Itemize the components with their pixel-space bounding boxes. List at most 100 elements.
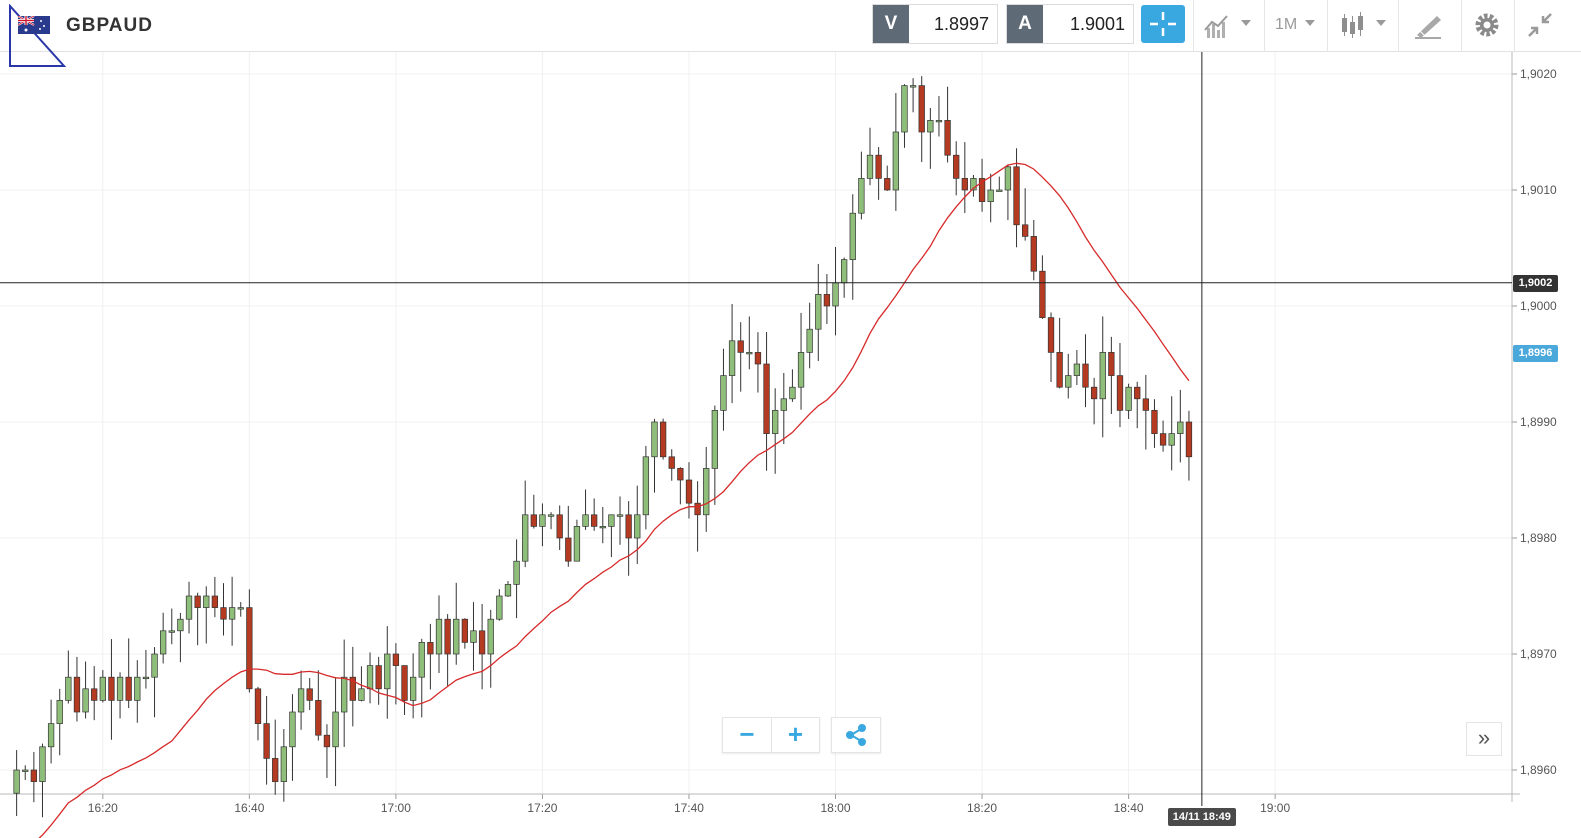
buy-price-button[interactable]: A 1.9001	[1006, 4, 1134, 44]
candle-bullish	[168, 608, 175, 645]
candle-bullish	[289, 694, 296, 781]
settings-button[interactable]	[1462, 0, 1514, 52]
candle-body	[1065, 375, 1072, 388]
candle-body	[797, 352, 805, 388]
x-tick-label: 16:40	[234, 801, 264, 815]
candle-bullish	[1065, 353, 1072, 399]
candle-body	[1073, 363, 1081, 376]
candle-body	[806, 328, 813, 353]
candle-bullish	[892, 93, 900, 211]
share-icon	[846, 724, 866, 746]
interval-button[interactable]: 1M	[1265, 0, 1327, 52]
candle-bearish	[246, 589, 253, 693]
candle-body	[1185, 421, 1193, 458]
candles	[13, 76, 1193, 818]
candle-body	[1004, 166, 1012, 191]
chart-area[interactable]: 1,8960 1,8970 1,8980 1,8990 1,9000 1,9010 1,90…	[0, 52, 1581, 838]
candle-bearish	[591, 498, 598, 531]
candle-bearish	[737, 322, 744, 392]
candle-bullish	[634, 485, 641, 564]
candle-bearish	[401, 665, 408, 716]
candle-bullish	[1004, 164, 1012, 221]
candle-body	[254, 688, 262, 724]
crosshair-time-label: 14/11 18:49	[1167, 808, 1236, 826]
candle-body	[840, 259, 848, 284]
candle-body	[22, 769, 29, 772]
candle-body	[470, 630, 477, 643]
candle-bullish	[858, 151, 865, 220]
candle-body	[1134, 386, 1141, 400]
buy-price: 1.9001	[1069, 14, 1125, 34]
candle-body	[849, 212, 856, 260]
candle-bullish	[418, 638, 425, 718]
candle-body	[763, 363, 770, 434]
candle-body	[1090, 386, 1098, 400]
candle-bearish	[375, 656, 382, 705]
candle-bearish	[444, 614, 451, 687]
candle-bullish	[582, 489, 589, 530]
crosshair-price-label: 1,9002	[1513, 274, 1558, 292]
candle-bullish	[780, 373, 787, 445]
candle-bullish	[1177, 389, 1184, 463]
candle-body	[711, 410, 718, 469]
collapse-button[interactable]	[1515, 0, 1567, 52]
candle-body	[116, 676, 124, 701]
candle-body	[616, 514, 624, 517]
share-button[interactable]	[831, 717, 881, 753]
candle-bullish	[599, 506, 606, 544]
zoom-controls: − +	[722, 717, 820, 753]
candle-body	[935, 120, 943, 123]
candle-body	[177, 618, 184, 632]
candle-body	[1099, 352, 1106, 400]
candle-body	[866, 154, 874, 179]
candle-body	[780, 398, 787, 411]
candle-body	[435, 618, 443, 655]
candle-bullish	[1168, 396, 1175, 471]
interval-label: 1M	[1275, 16, 1298, 33]
drawing-tools-button[interactable]	[1399, 0, 1461, 52]
candle-body	[185, 595, 193, 620]
zoom-out-button[interactable]: −	[739, 719, 755, 749]
candle-body	[944, 120, 951, 156]
candle-body	[409, 676, 417, 701]
candle-bearish	[125, 638, 132, 709]
candle-body	[289, 711, 296, 748]
chart-type-button[interactable]	[1328, 0, 1398, 52]
sell-price-button[interactable]: V 1.8997	[872, 4, 998, 44]
candle-bullish	[297, 670, 305, 730]
axes: 1,8960 1,8970 1,8980 1,8990 1,9000 1,9010 1,90…	[0, 52, 1557, 815]
crosshair-button[interactable]	[1141, 5, 1185, 43]
candle-bearish	[220, 583, 227, 636]
candle-bearish	[349, 646, 356, 727]
candle-bullish	[237, 602, 244, 617]
indicators-button[interactable]	[1194, 0, 1264, 52]
candle-bearish	[978, 158, 986, 212]
candle-body	[884, 178, 891, 191]
sell-tag: V	[873, 5, 909, 43]
candle-body	[211, 595, 219, 608]
candle-body	[30, 769, 38, 782]
candle-body	[160, 630, 167, 655]
candle-body	[789, 386, 796, 400]
candle-bullish	[573, 519, 581, 562]
moving-average-line	[38, 162, 1190, 838]
scroll-to-end-button[interactable]: »	[1466, 722, 1502, 756]
price-chart[interactable]: 1,8960 1,8970 1,8980 1,8990 1,9000 1,9010 1,90…	[0, 52, 1581, 838]
candle-body	[496, 595, 503, 620]
candle-bullish	[82, 661, 89, 719]
x-tick-label: 18:20	[967, 801, 997, 815]
candle-bearish	[461, 618, 469, 649]
zoom-in-button[interactable]: +	[771, 718, 819, 752]
y-tick-label: 1,9010	[1520, 183, 1557, 197]
chart-toolbar: GBPAUD V 1.8997 A 1.9001 1M	[0, 0, 1581, 67]
candle-bullish	[996, 176, 1003, 192]
candle-bearish	[556, 505, 563, 551]
candle-bullish	[142, 649, 150, 689]
candle-body	[306, 688, 313, 701]
candle-body	[1022, 224, 1029, 237]
candle-bullish	[496, 589, 503, 621]
candle-bearish	[944, 86, 951, 163]
candle-bullish	[487, 609, 494, 688]
candle-body	[56, 700, 63, 724]
candle-bearish	[1090, 377, 1098, 425]
